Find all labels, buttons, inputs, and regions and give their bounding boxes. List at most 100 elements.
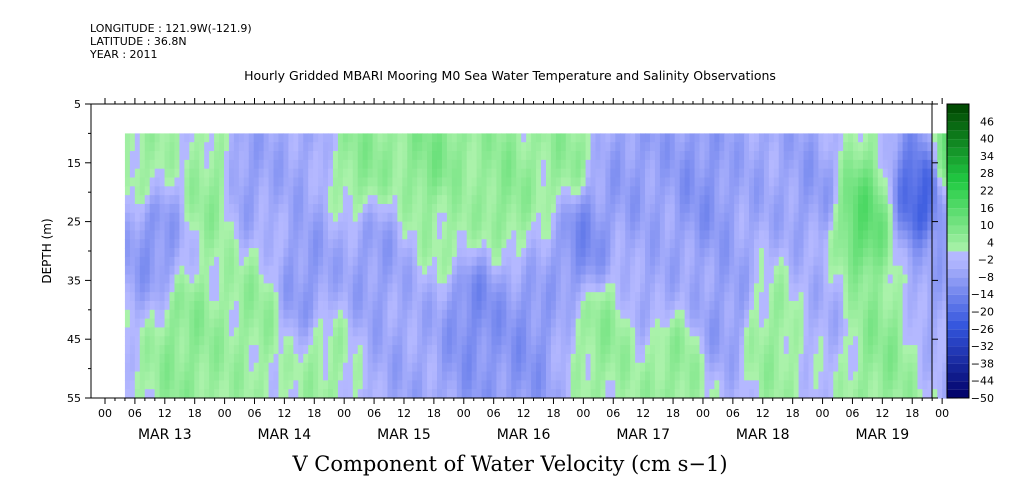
field-cell [645,371,651,381]
field-cell [585,309,592,320]
field-cell [684,256,691,267]
field-cell [224,300,230,311]
field-cell [922,256,928,267]
field-cell [570,309,577,320]
field-cell [268,230,275,240]
field-cell [744,362,750,373]
field-cell [605,327,611,337]
field-cell [679,159,686,170]
field-cell [818,133,824,143]
field-cell [169,151,176,161]
field-cell [536,309,542,320]
field-cell [719,203,725,214]
field-cell [194,309,200,320]
field-cell [813,362,819,373]
field-cell [214,362,220,373]
field-cell [238,212,245,223]
field-cell [704,142,711,152]
field-cell [848,300,854,311]
field-cell [595,274,602,284]
field-cell [620,133,626,143]
field-cell [372,309,379,320]
field-cell [669,239,676,249]
field-cell [144,345,151,355]
field-cell [417,195,423,205]
field-cell [719,256,725,267]
field-cell [318,151,324,161]
field-cell [164,265,171,276]
field-cell [323,203,329,214]
field-cell [476,133,483,143]
field-cell [709,371,715,381]
field-cell [714,151,720,161]
field-cell [189,362,195,373]
field-cell [699,186,706,196]
field-cell [496,380,502,390]
field-cell [451,380,458,390]
field-cell [605,248,611,258]
field-cell [342,203,349,214]
field-cell [833,309,839,320]
field-cell [719,300,725,311]
field-cell [392,362,398,373]
field-cell [838,309,844,320]
field-cell [402,177,408,187]
field-cell [293,265,299,276]
field-cell [907,265,914,276]
field-cell [372,248,379,258]
field-cell [689,195,696,205]
field-cell [739,133,745,143]
field-cell [313,256,319,267]
field-cell [704,309,711,320]
field-cell [318,256,324,267]
field-cell [932,151,938,161]
field-cell [803,309,810,320]
field-cell [877,318,884,329]
field-cell [303,142,309,152]
field-cell [620,221,626,232]
field-cell [407,177,413,187]
field-cell [521,151,527,161]
field-cell [228,142,235,152]
field-cell [124,353,131,364]
field-cell [387,168,394,179]
field-cell [253,283,260,293]
field-cell [253,292,260,302]
field-cell [694,203,701,214]
field-cell [872,362,879,373]
field-cell [328,371,334,381]
field-cell [446,380,453,390]
field-cell [669,274,676,284]
field-cell [422,353,428,364]
field-cell [555,274,562,284]
field-cell [877,133,884,143]
field-cell [907,380,914,390]
field-cell [446,186,453,196]
field-cell [263,265,270,276]
field-cell [536,300,542,311]
field-cell [684,362,691,373]
field-cell [219,203,225,214]
field-cell [620,230,626,240]
field-cell [318,371,324,381]
field-cell [714,300,720,311]
field-cell [417,186,423,196]
field-cell [620,292,626,302]
field-cell [357,186,364,196]
field-cell [679,336,686,346]
field-cell [823,274,829,284]
field-cell [679,274,686,284]
field-cell [605,256,611,267]
field-cell [635,168,641,179]
field-cell [550,142,557,152]
field-cell [129,177,136,187]
field-cell [219,256,225,267]
field-cell [174,389,181,399]
field-cell [684,168,691,179]
field-cell [412,353,418,364]
field-cell [481,230,488,240]
field-cell [649,336,656,346]
field-cell [199,283,205,293]
field-cell [754,336,760,346]
field-cell [476,336,483,346]
